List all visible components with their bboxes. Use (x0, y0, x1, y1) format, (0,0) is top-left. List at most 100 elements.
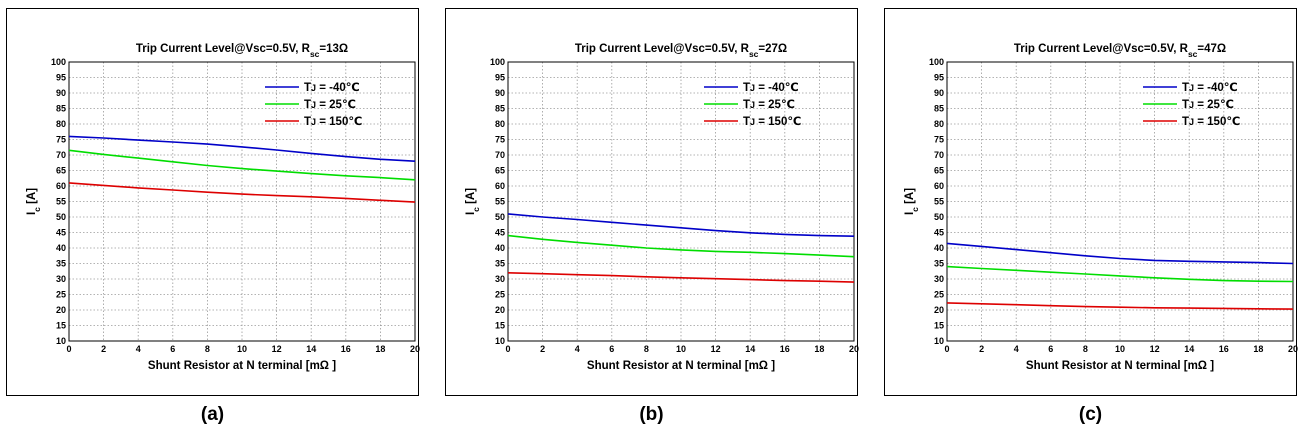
grid (68, 61, 416, 342)
y-tick-label: 65 (934, 166, 944, 176)
plot-frame (507, 61, 855, 342)
y-tick-label: 20 (56, 305, 66, 315)
x-tick-label: 16 (1219, 344, 1229, 354)
series-line-1 (68, 149, 416, 181)
y-tick-label: 65 (56, 166, 66, 176)
y-tick-label: 10 (934, 336, 944, 346)
legend-entry: TJ = 150℃ (304, 116, 362, 128)
y-tick-label: 35 (934, 259, 944, 269)
y-tick-label: 25 (934, 290, 944, 300)
y-tick-label: 60 (934, 181, 944, 191)
x-tick-label: 18 (814, 344, 824, 354)
legend: TJ = -40℃ TJ = 25℃ TJ = 150℃ (265, 82, 362, 128)
x-tick-label: 10 (676, 344, 686, 354)
y-tick-label: 95 (934, 73, 944, 83)
x-tick-label: 2 (101, 344, 106, 354)
chart-panel-b: 0 2 4 6 8 10 12 14 16 18 20 10 15 20 25 30 35 40 45 50 55 60 6… (445, 8, 859, 396)
y-tick-label: 60 (495, 181, 505, 191)
y-axis-label: Ic [A] (904, 188, 920, 215)
x-tick-label: 8 (1083, 344, 1088, 354)
x-tick-label: 12 (1150, 344, 1160, 354)
y-tick-label: 100 (490, 57, 505, 67)
legend: TJ = -40℃ TJ = 25℃ TJ = 150℃ (1143, 82, 1240, 128)
y-tick-label: 80 (495, 119, 505, 129)
y-tick-label: 55 (934, 197, 944, 207)
series-line-0 (68, 135, 416, 162)
y-tick-label: 80 (934, 119, 944, 129)
y-tick-label: 40 (495, 243, 505, 253)
y-tick-label: 100 (51, 57, 66, 67)
y-tick-label: 55 (56, 197, 66, 207)
y-tick-label: 70 (934, 150, 944, 160)
series-line-2 (68, 182, 416, 203)
x-tick-label: 8 (644, 344, 649, 354)
y-tick-label: 40 (934, 243, 944, 253)
y-tick-label: 70 (56, 150, 66, 160)
y-tick-label: 35 (56, 259, 66, 269)
x-axis-label: Shunt Resistor at N terminal [mΩ ] (1026, 360, 1214, 372)
x-tick-label: 20 (1288, 344, 1298, 354)
y-axis-label: Ic [A] (26, 188, 42, 215)
x-tick-label: 6 (1048, 344, 1053, 354)
legend-entry: TJ = -40℃ (304, 82, 360, 94)
plot-frame (946, 61, 1294, 342)
legend-entry: TJ = 25℃ (304, 99, 356, 111)
y-tick-label: 75 (495, 135, 505, 145)
y-tick-label: 15 (934, 321, 944, 331)
y-tick-label: 100 (929, 57, 944, 67)
x-tick-label: 16 (341, 344, 351, 354)
grid (507, 61, 855, 342)
series-line-2 (507, 272, 855, 283)
y-tick-label: 30 (934, 274, 944, 284)
series-line-2 (946, 302, 1294, 310)
chart-title: Trip Current Level@Vsc=0.5V, Rsc=27Ω (575, 43, 787, 59)
y-axis-label: Ic [A] (465, 188, 481, 215)
x-tick-label: 14 (306, 344, 316, 354)
x-tick-label: 20 (410, 344, 420, 354)
x-tick-label: 8 (205, 344, 210, 354)
y-tick-label: 30 (495, 274, 505, 284)
x-axis-label: Shunt Resistor at N terminal [mΩ ] (587, 360, 775, 372)
chart-c: 0 2 4 6 8 10 12 14 16 18 20 10 15 20 25 30 35 40 45 50 55 60 6… (904, 43, 1298, 372)
x-tick-label: 12 (272, 344, 282, 354)
y-tick-label: 20 (934, 305, 944, 315)
y-tick-label: 40 (56, 243, 66, 253)
x-tick-label: 4 (136, 344, 141, 354)
y-tick-label: 90 (56, 88, 66, 98)
y-tick-label: 75 (934, 135, 944, 145)
panel-label-b: (b) (639, 404, 664, 425)
legend-entry: TJ = 25℃ (743, 99, 795, 111)
y-tick-label: 45 (495, 228, 505, 238)
series-line-1 (946, 265, 1294, 283)
x-tick-label: 4 (1014, 344, 1019, 354)
legend-entry: TJ = -40℃ (743, 82, 799, 94)
chart-panel-a: 0 2 4 6 8 10 12 14 16 18 20 10 15 20 25 30 35 40 45 50 55 60 6… (6, 8, 420, 396)
panel-label-c: (c) (1078, 404, 1103, 425)
y-tick-label: 30 (56, 274, 66, 284)
series-line-0 (507, 213, 855, 237)
series-line-0 (946, 242, 1294, 265)
chart-panel-c: 0 2 4 6 8 10 12 14 16 18 20 10 15 20 25 30 35 40 45 50 55 60 6… (884, 8, 1298, 396)
x-tick-label: 10 (1115, 344, 1125, 354)
y-tick-label: 25 (56, 290, 66, 300)
x-tick-label: 6 (609, 344, 614, 354)
x-tick-label: 20 (849, 344, 859, 354)
y-tick-label: 10 (56, 336, 66, 346)
y-tick-label: 55 (495, 197, 505, 207)
x-tick-label: 14 (745, 344, 755, 354)
x-tick-label: 16 (780, 344, 790, 354)
x-tick-label: 6 (170, 344, 175, 354)
y-tick-label: 25 (495, 290, 505, 300)
legend: TJ = -40℃ TJ = 25℃ TJ = 150℃ (704, 82, 801, 128)
x-tick-label: 2 (979, 344, 984, 354)
y-tick-label: 50 (495, 212, 505, 222)
legend-entry: TJ = -40℃ (1182, 82, 1238, 94)
x-tick-label: 0 (66, 344, 71, 354)
x-tick-label: 10 (237, 344, 247, 354)
legend-entry: TJ = 150℃ (1182, 116, 1240, 128)
x-tick-label: 2 (540, 344, 545, 354)
x-tick-label: 0 (944, 344, 949, 354)
chart-title: Trip Current Level@Vsc=0.5V, Rsc=13Ω (136, 43, 348, 59)
y-tick-label: 65 (495, 166, 505, 176)
series-line-1 (507, 234, 855, 258)
